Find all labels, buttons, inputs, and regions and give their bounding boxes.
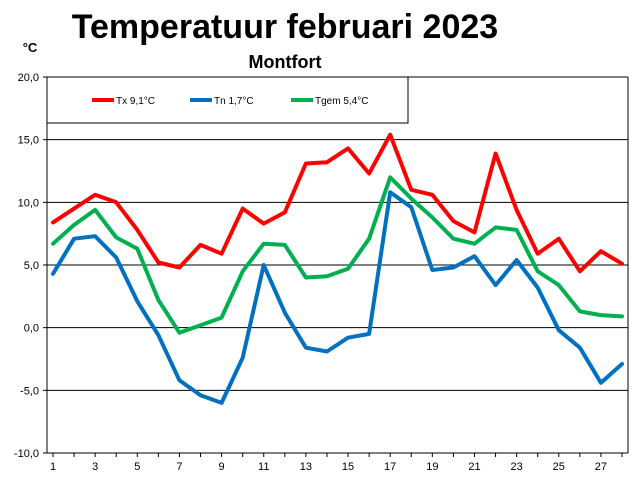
x-axis-ticks: 1 3 5 7 9 11 13 15 17 19 21 23 25 27 [50, 453, 623, 473]
x-tick-label: 11 [258, 461, 269, 473]
y-tick-label: 20,0 [18, 72, 39, 84]
legend-label-tgem: Tgem 5,4°C [315, 96, 368, 107]
x-tick-label: 3 [92, 461, 98, 473]
chart-subtitle: Montfort [249, 52, 322, 72]
y-tick-label: -5,0 [20, 385, 39, 397]
x-tick-label: 21 [468, 461, 480, 473]
chart-title: Temperatuur februari 2023 [72, 8, 498, 46]
legend-label-tn: Tn 1,7°C [214, 96, 254, 107]
x-tick-label: 5 [134, 461, 140, 473]
x-tick-label: 19 [426, 461, 438, 473]
legend-label-tx: Tx 9,1°C [116, 96, 155, 107]
axes [46, 77, 629, 454]
x-tick-label: 17 [384, 461, 396, 473]
series-line-tn [51, 190, 624, 405]
x-tick-label: 9 [219, 461, 225, 473]
y-tick-label: 5,0 [24, 260, 39, 272]
y-tick-label: -10,0 [14, 448, 39, 460]
y-tick-label: 15,0 [18, 135, 39, 147]
x-tick-label: 27 [595, 461, 607, 473]
series-lines [51, 132, 624, 405]
x-tick-label: 7 [176, 461, 182, 473]
x-tick-label: 25 [553, 461, 565, 473]
y-axis-ticks: -10,0 -5,0 0,0 5,0 10,0 15,0 20,0 [14, 72, 47, 460]
y-tick-label: 10,0 [18, 197, 39, 209]
series-line-tgem [51, 175, 624, 335]
x-tick-label: 15 [342, 461, 354, 473]
gridlines [47, 76, 628, 454]
y-axis-unit-label: °C [23, 40, 38, 55]
x-tick-label: 13 [300, 461, 312, 473]
series-line-tx [51, 132, 624, 274]
y-tick-label: 0,0 [24, 323, 39, 335]
x-tick-label: 1 [50, 461, 56, 473]
legend: Tx 9,1°C Tn 1,7°C Tgem 5,4°C [46, 76, 409, 124]
x-tick-label: 23 [511, 461, 523, 473]
